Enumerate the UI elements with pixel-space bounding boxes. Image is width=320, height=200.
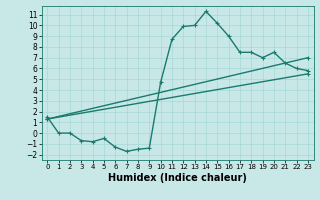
X-axis label: Humidex (Indice chaleur): Humidex (Indice chaleur) — [108, 173, 247, 183]
